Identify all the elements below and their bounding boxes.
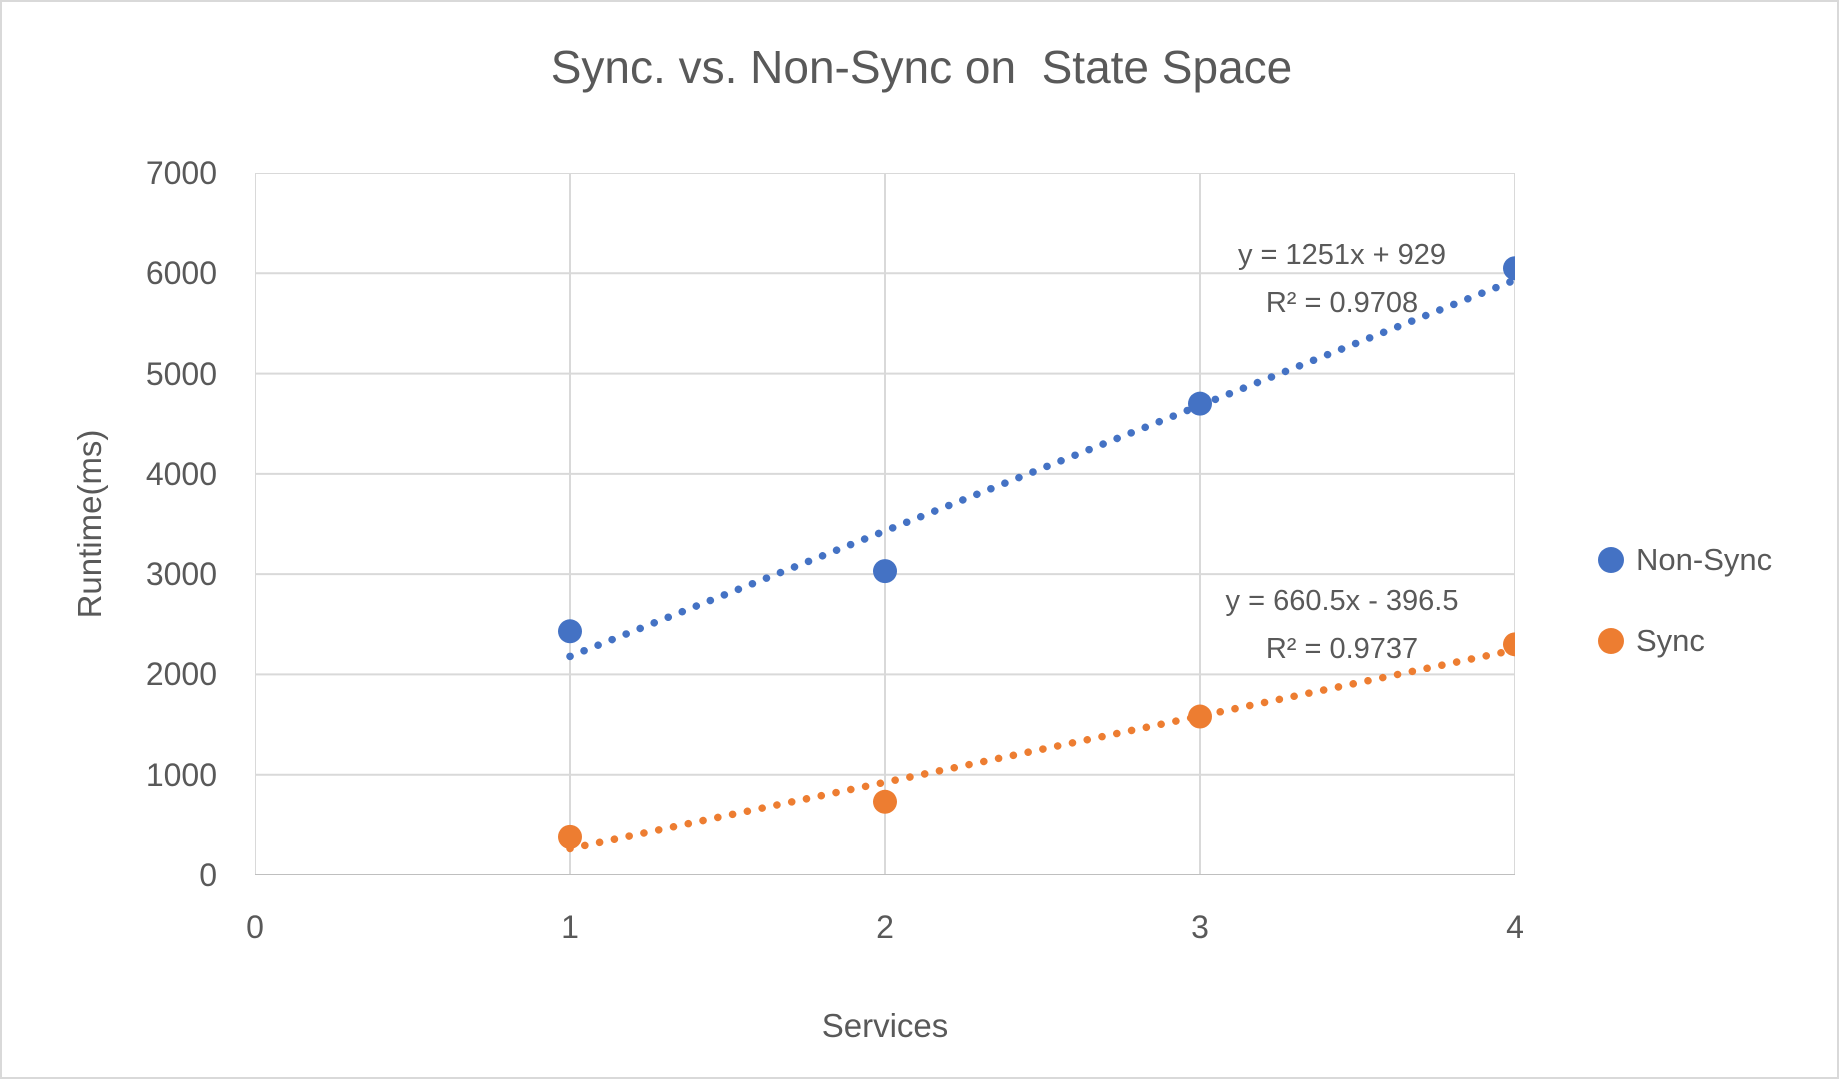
data-point-sync bbox=[1188, 704, 1212, 729]
x-tick-label: 4 bbox=[1506, 909, 1524, 945]
trendline-non-sync bbox=[566, 276, 1515, 661]
trendline-annotation-non-sync: y = 1251x + 929 R² = 0.9708 bbox=[1142, 231, 1542, 327]
y-tick-label: 6000 bbox=[145, 255, 217, 292]
legend-item-non-sync: Non-Sync bbox=[1598, 540, 1772, 580]
trendline-equation-non-sync: y = 1251x + 929 bbox=[1238, 239, 1446, 271]
y-tick-label: 4000 bbox=[145, 455, 217, 492]
legend: Non-Sync Sync bbox=[1598, 540, 1772, 702]
data-point-sync bbox=[558, 824, 582, 849]
data-point-sync bbox=[873, 789, 897, 814]
legend-label-non-sync: Non-Sync bbox=[1636, 542, 1773, 577]
legend-marker-icon-non-sync bbox=[1598, 547, 1624, 573]
x-tick-label: 1 bbox=[561, 909, 579, 945]
legend-label-sync: Sync bbox=[1636, 623, 1705, 658]
x-tick-label: 3 bbox=[1191, 909, 1209, 945]
chart-title: Sync. vs. Non-Sync on State Space bbox=[550, 41, 1293, 93]
x-tick-label: 2 bbox=[876, 909, 894, 945]
data-point-non-sync bbox=[558, 619, 582, 644]
y-tick-label: 7000 bbox=[145, 155, 217, 191]
data-point-sync bbox=[1503, 632, 1515, 657]
data-point-non-sync bbox=[873, 559, 897, 584]
trendline-r2-non-sync: R² = 0.9708 bbox=[1265, 287, 1419, 319]
legend-marker-icon-sync bbox=[1598, 628, 1624, 654]
legend-item-sync: Sync bbox=[1598, 621, 1772, 661]
y-tick-label: 1000 bbox=[145, 756, 217, 793]
trendline-equation-sync: y = 660.5x - 396.5 bbox=[1225, 585, 1459, 617]
y-tick-label: 3000 bbox=[145, 556, 217, 593]
trendline-r2-sync: R² = 0.9737 bbox=[1265, 633, 1419, 665]
data-point-non-sync bbox=[1503, 256, 1515, 281]
trendline-sync bbox=[566, 646, 1515, 853]
data-point-non-sync bbox=[1188, 391, 1212, 416]
x-axis-title: Services bbox=[821, 1007, 949, 1044]
plot-area bbox=[255, 173, 1515, 875]
trendline-annotation-sync: y = 660.5x - 396.5 R² = 0.9737 bbox=[1142, 577, 1542, 673]
y-tick-label: 2000 bbox=[145, 656, 217, 693]
y-tick-label: 0 bbox=[199, 857, 217, 893]
y-tick-label: 5000 bbox=[145, 355, 217, 392]
x-tick-label: 0 bbox=[246, 909, 264, 945]
